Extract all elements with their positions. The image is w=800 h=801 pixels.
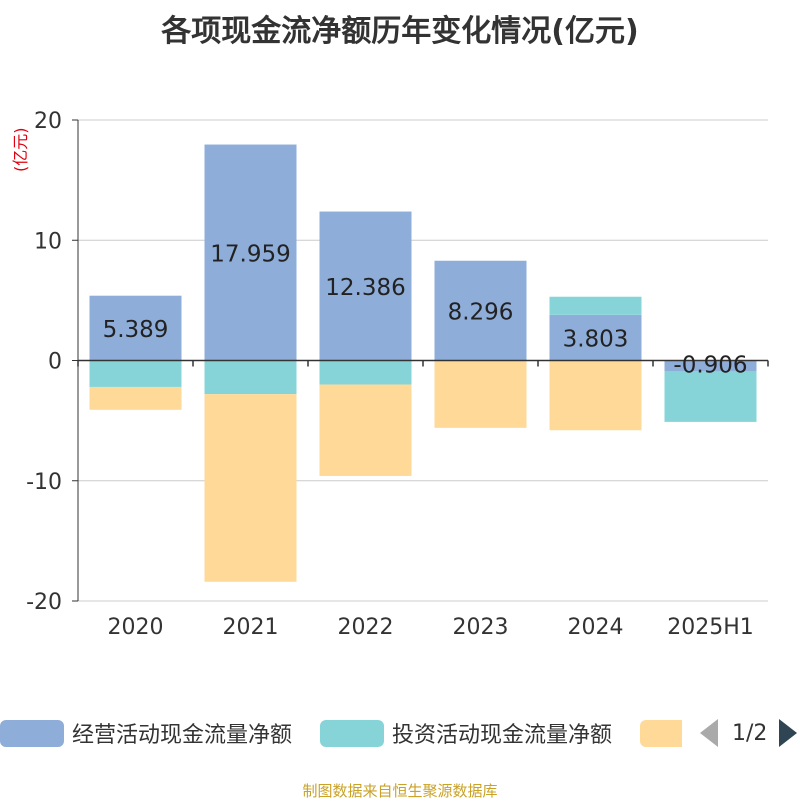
x-tick-label: 2022 — [338, 615, 394, 640]
y-tick-label: -20 — [26, 590, 62, 615]
x-tick-label: 2023 — [453, 615, 509, 640]
legend-swatch-third — [640, 719, 682, 747]
legend-pager: 1/2 — [700, 715, 798, 751]
chart-title: 各项现金流净额历年变化情况(亿元) — [161, 14, 639, 49]
bar-2 — [204, 360, 297, 395]
bar-2 — [89, 360, 182, 387]
bar-1 — [549, 314, 642, 361]
bar-1 — [319, 211, 412, 361]
legend-swatch-operating — [0, 719, 64, 747]
bar-1 — [664, 360, 757, 372]
y-tick-label: -10 — [26, 470, 62, 495]
legend-swatch-investing — [320, 719, 384, 747]
bar-3 — [204, 394, 297, 582]
legend-prev-icon[interactable] — [700, 719, 718, 747]
data-label: 17.959 — [210, 242, 290, 268]
legend-label-operating: 经营活动现金流量净额 — [72, 723, 293, 748]
x-tick-label: 2020 — [108, 615, 164, 640]
legend-item-operating[interactable]: 经营活动现金流量净额 — [0, 715, 292, 751]
y-tick-label: 20 — [34, 109, 62, 134]
bar-3 — [319, 384, 412, 476]
data-label: 12.386 — [325, 275, 405, 301]
y-tick-label: 10 — [34, 229, 62, 254]
bar-3 — [89, 386, 182, 410]
bar-1 — [204, 144, 297, 361]
bar-3 — [549, 360, 642, 431]
x-tick-label: 2025H1 — [667, 615, 754, 640]
y-tick-label: 0 — [48, 350, 62, 375]
bar-2 — [549, 296, 642, 315]
legend-label-investing: 投资活动现金流量净额 — [392, 723, 613, 748]
data-label: 3.803 — [563, 327, 629, 353]
legend-page-indicator: 1/2 — [732, 720, 768, 746]
data-label: 8.296 — [448, 300, 514, 326]
bar-3 — [434, 360, 527, 428]
source-note: 制图数据来自恒生聚源数据库 — [302, 782, 498, 800]
legend-next-icon[interactable] — [779, 719, 798, 747]
bar-1 — [434, 260, 527, 361]
x-tick-label: 2024 — [568, 615, 624, 640]
bar-1 — [89, 295, 182, 361]
bar-2 — [319, 360, 412, 385]
bar-2 — [664, 371, 757, 422]
x-tick-label: 2021 — [223, 615, 279, 640]
data-label: -0.906 — [673, 353, 747, 379]
legend: 经营活动现金流量净额 投资活动现金流量净额 1/2 — [0, 715, 800, 755]
legend-item-investing[interactable]: 投资活动现金流量净额 — [320, 715, 612, 751]
legend-item-third[interactable] — [640, 715, 682, 751]
data-label: 5.389 — [103, 317, 169, 343]
chart-plot: 20 10 0 -10 -20 2020 2021 2022 2023 2024 2025H1 5.3… — [26, 109, 769, 640]
